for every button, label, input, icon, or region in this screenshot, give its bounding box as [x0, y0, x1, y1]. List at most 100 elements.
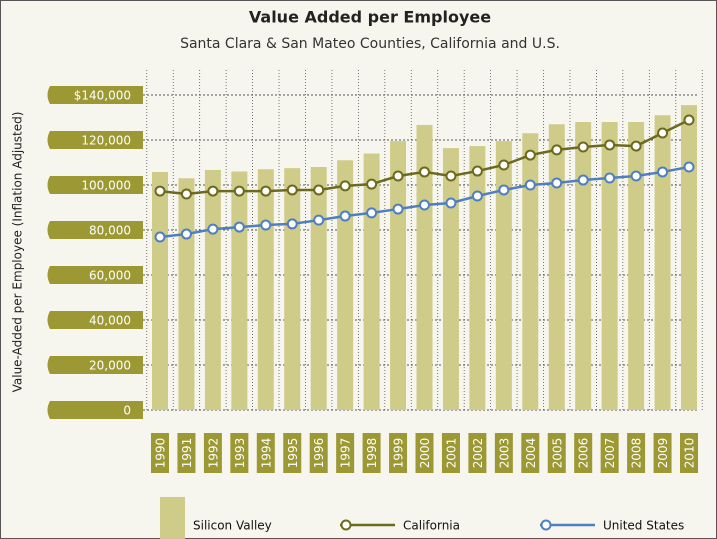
- x-tick-label: 2010: [683, 438, 697, 469]
- x-tick-box: [600, 433, 619, 473]
- y-tick-label: 60,000: [89, 269, 131, 283]
- point: [577, 174, 589, 186]
- point: [419, 199, 430, 211]
- bar: [654, 115, 671, 410]
- y-tick-pill: [47, 176, 143, 194]
- point: [207, 223, 219, 235]
- x-tick-label: 1999: [392, 438, 406, 469]
- x-tick-box: [283, 433, 302, 473]
- x-tick-label: 1990: [154, 438, 168, 469]
- x-tick-label: 2004: [524, 438, 538, 469]
- x-tick-label: 1991: [180, 438, 194, 469]
- point: [471, 190, 483, 202]
- bar: [310, 167, 327, 410]
- point: [366, 207, 378, 219]
- point: [604, 139, 616, 151]
- x-tick-label: 1997: [339, 438, 353, 469]
- x-tick-box: [574, 433, 593, 473]
- point: [657, 127, 669, 139]
- x-tick-box: [230, 433, 249, 473]
- x-tick-box: [389, 433, 408, 473]
- point: [339, 210, 351, 222]
- point: [286, 218, 298, 230]
- y-tick-label: $140,000: [74, 89, 131, 103]
- point: [392, 170, 404, 182]
- point: [286, 184, 298, 196]
- point: [180, 228, 192, 240]
- x-tick-box: [415, 433, 434, 473]
- y-tick-label: 40,000: [89, 314, 131, 328]
- y-axis-label: Value-Added per Employee (Inflation Adju…: [11, 112, 25, 393]
- point: [313, 214, 325, 226]
- point: [524, 149, 536, 161]
- point: [445, 170, 457, 182]
- chart-title: Value Added per Employee: [249, 8, 491, 27]
- x-tick-label: 2006: [577, 438, 591, 469]
- x-tick-box: [203, 433, 222, 473]
- y-tick-pill: [47, 221, 143, 239]
- y-tick-pill: [47, 266, 143, 284]
- y-tick-label: 100,000: [81, 179, 131, 193]
- legend-marker: [540, 519, 552, 531]
- point: [392, 203, 404, 215]
- x-tick-label: 2007: [603, 438, 617, 469]
- bar: [178, 178, 195, 410]
- point: [524, 179, 536, 191]
- point: [551, 177, 563, 189]
- legend-label: California: [403, 519, 460, 533]
- x-tick-box: [521, 433, 540, 473]
- bar: [231, 171, 248, 410]
- x-tick-label: 2002: [471, 438, 485, 469]
- point: [233, 185, 245, 197]
- bar: [284, 168, 301, 410]
- y-tick-label: 20,000: [89, 359, 131, 373]
- x-tick-label: 2001: [444, 438, 458, 469]
- x-tick-label: 2003: [497, 438, 511, 469]
- y-tick-label: 80,000: [89, 224, 131, 238]
- bar: [628, 122, 645, 410]
- x-tick-box: [309, 433, 328, 473]
- x-tick-label: 2005: [550, 438, 564, 469]
- point: [233, 221, 245, 233]
- legend-marker: [340, 519, 352, 531]
- y-tick-label: 120,000: [81, 134, 131, 148]
- y-tick-pill: [47, 311, 143, 329]
- point: [577, 141, 589, 153]
- point: [207, 185, 219, 197]
- bar: [152, 171, 168, 410]
- point: [630, 170, 642, 182]
- bar: [204, 169, 221, 410]
- bar: [337, 160, 354, 410]
- point: [498, 159, 510, 171]
- y-tick-pill: [47, 401, 143, 419]
- y-tick-pill: [47, 86, 143, 104]
- x-tick-label: 1994: [259, 438, 273, 469]
- x-tick-label: 1993: [233, 438, 247, 469]
- x-tick-box: [362, 433, 381, 473]
- bar: [442, 148, 459, 410]
- y-tick-pill: [47, 131, 143, 149]
- point: [260, 185, 272, 197]
- x-tick-box: [627, 433, 646, 473]
- point: [604, 172, 616, 184]
- x-tick-box: [151, 433, 169, 473]
- x-tick-box: [441, 433, 460, 473]
- y-tick-label: 0: [123, 404, 131, 418]
- x-tick-box: [336, 433, 355, 473]
- x-tick-label: 1996: [312, 438, 326, 469]
- x-tick-box: [256, 433, 275, 473]
- legend-swatch: [160, 497, 185, 539]
- x-tick-label: 1995: [286, 438, 300, 469]
- point: [551, 144, 563, 156]
- bar: [416, 124, 433, 411]
- point: [180, 188, 192, 200]
- bar: [681, 105, 697, 410]
- point: [445, 197, 457, 209]
- bar: [469, 146, 486, 410]
- bar: [495, 141, 512, 410]
- x-tick-label: 2008: [630, 438, 644, 469]
- point: [313, 184, 325, 196]
- bar: [575, 122, 592, 410]
- legend-label: United States: [603, 519, 684, 533]
